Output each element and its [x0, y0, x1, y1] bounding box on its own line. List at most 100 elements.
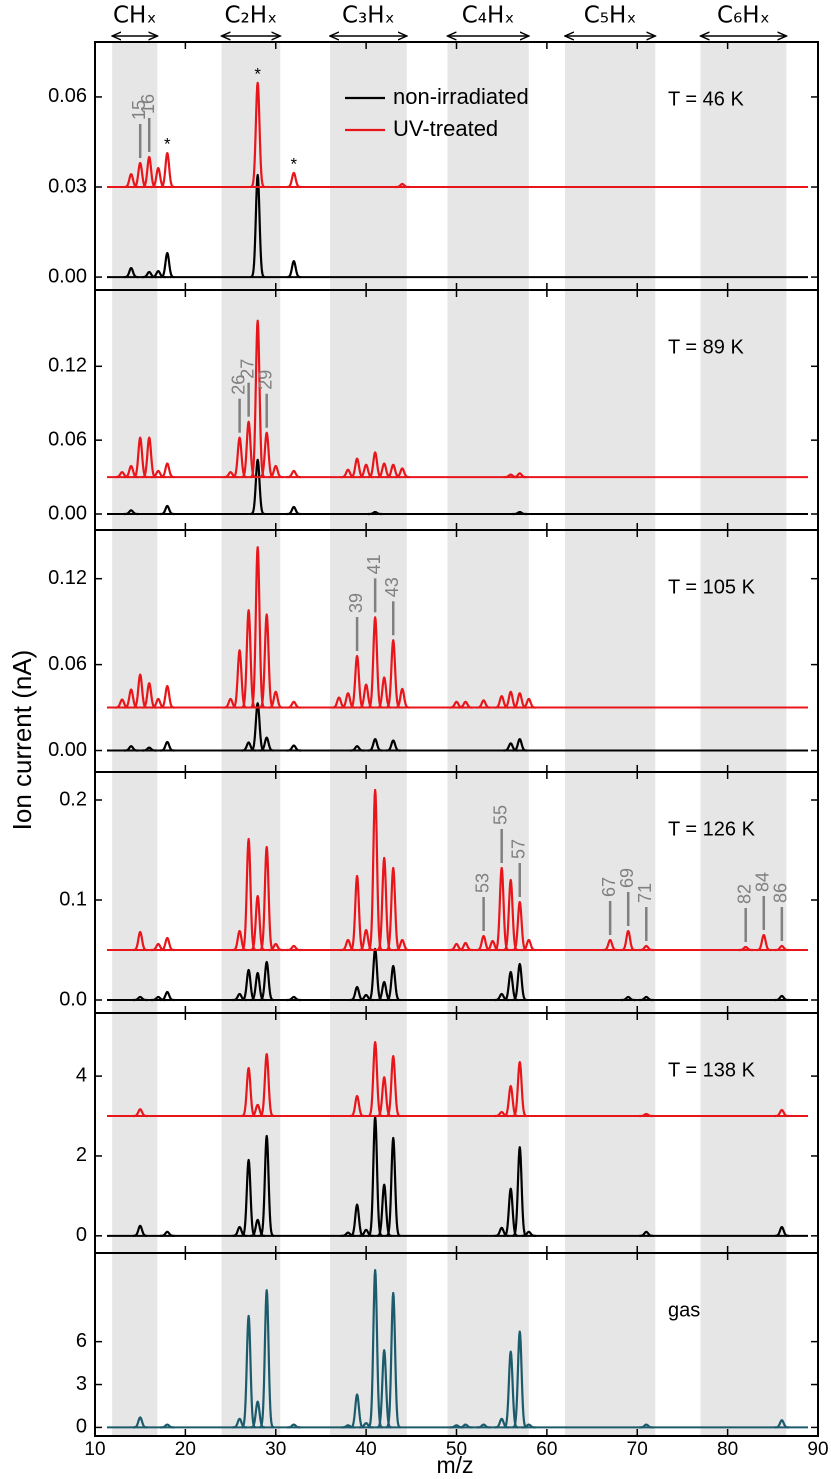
peak-label: 26 — [228, 375, 248, 395]
x-tick-label: 80 — [717, 1439, 738, 1460]
peak — [285, 505, 302, 516]
group-band — [112, 1253, 158, 1436]
panel-label: T = 105 K — [668, 576, 756, 598]
group-band — [221, 290, 281, 530]
peak — [340, 938, 356, 952]
y-tick-label: 0.2 — [59, 788, 87, 810]
group-band — [112, 290, 158, 530]
peak — [493, 1226, 510, 1237]
peak — [349, 1094, 365, 1118]
x-tick-label: 50 — [446, 1439, 467, 1460]
peak — [475, 699, 492, 709]
peak — [159, 684, 176, 709]
peak-label: 15 — [129, 100, 149, 120]
group-band — [564, 530, 656, 772]
peak — [141, 746, 158, 752]
peak — [258, 1289, 275, 1429]
y-tick-label: 3 — [76, 1373, 87, 1395]
peak — [511, 962, 528, 1002]
peak — [385, 1291, 402, 1429]
asterisk: * — [164, 135, 171, 154]
peak — [159, 740, 176, 752]
peak-label: 84 — [753, 872, 773, 892]
y-tick-label: 0.03 — [48, 175, 87, 197]
peak — [358, 1228, 374, 1237]
peak — [520, 1423, 537, 1429]
peak — [620, 929, 637, 952]
peak — [240, 420, 257, 479]
peak — [638, 995, 655, 1002]
peak — [258, 1134, 275, 1237]
peak — [394, 938, 411, 952]
peak — [511, 1330, 528, 1429]
y-tick-label: 0 — [76, 1416, 87, 1438]
x-tick-label: 20 — [175, 1439, 196, 1460]
group-label: C₅Hₓ — [584, 3, 637, 29]
peak — [222, 697, 239, 709]
peak — [773, 944, 790, 952]
y-tick-label: 0.00 — [48, 265, 87, 287]
peak — [620, 995, 637, 1002]
group-band — [700, 1253, 787, 1436]
y-tick-label: 0.1 — [59, 888, 87, 910]
panel-label: T = 126 K — [668, 818, 756, 840]
x-tick-label: 90 — [807, 1439, 828, 1460]
x-tick-label: 70 — [627, 1439, 648, 1460]
peak — [258, 845, 275, 952]
peak — [367, 510, 384, 516]
peak — [132, 995, 149, 1002]
group-band — [447, 290, 529, 530]
peak — [285, 995, 302, 1002]
y-tick-label: 2 — [76, 1144, 87, 1166]
peak-label: 86 — [771, 883, 791, 903]
group-band — [447, 772, 529, 1013]
peak — [249, 458, 266, 516]
y-tick-label: 0.12 — [48, 355, 87, 377]
peak-label: 69 — [617, 868, 637, 888]
peak — [285, 1423, 302, 1429]
peak — [484, 939, 501, 952]
x-tick-label: 60 — [536, 1439, 557, 1460]
group-label: C₂Hₓ — [224, 3, 277, 29]
peak — [285, 260, 302, 279]
peak-label: 29 — [255, 370, 275, 390]
panel-frame — [94, 1252, 819, 1437]
y-tick-label: 0.00 — [48, 502, 87, 524]
x-tick-label: 10 — [84, 1439, 105, 1460]
peak — [249, 81, 266, 189]
group-band — [329, 290, 407, 530]
peak — [385, 1055, 402, 1118]
peak-label: 55 — [490, 805, 510, 825]
peak — [520, 938, 537, 952]
y-tick-label: 0.06 — [48, 653, 87, 675]
peak — [132, 1416, 149, 1429]
peak — [267, 464, 284, 479]
peak — [159, 462, 176, 479]
peak — [285, 171, 302, 189]
peak — [358, 993, 374, 1002]
peak — [475, 1423, 492, 1429]
legend-label: UV-treated — [393, 116, 498, 141]
peak — [249, 173, 266, 279]
peak — [349, 745, 365, 752]
peak — [159, 504, 176, 516]
y-tick-label: 4 — [76, 1064, 87, 1086]
peak — [493, 1417, 510, 1429]
y-tick-label: 0 — [76, 1224, 87, 1246]
peak — [231, 1417, 248, 1429]
x-axis-title: m/z — [436, 1452, 473, 1478]
peak — [358, 683, 374, 709]
group-band — [112, 530, 158, 772]
peak — [511, 1061, 528, 1118]
group-band — [700, 1013, 787, 1253]
peak — [394, 182, 411, 189]
peak-label: 67 — [599, 877, 619, 897]
peak — [511, 737, 528, 752]
peak-label: 16 — [138, 94, 158, 114]
peak-label: 43 — [382, 577, 402, 597]
panel-label: gas — [668, 1299, 700, 1321]
group-label: C₄Hₓ — [462, 3, 515, 29]
x-tick-label: 30 — [265, 1439, 286, 1460]
peak — [457, 1423, 474, 1429]
panel-label: T = 89 K — [668, 336, 744, 358]
